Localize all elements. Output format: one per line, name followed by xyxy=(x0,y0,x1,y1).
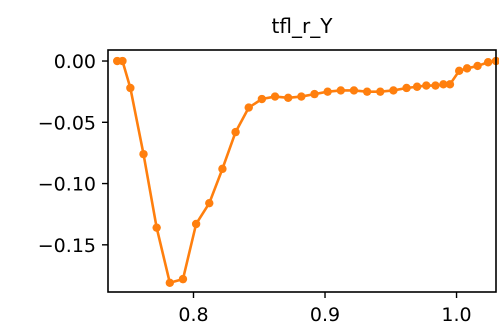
y-axis: 0.00 −0.05 −0.10 −0.15 xyxy=(38,51,108,257)
x-tick-label: 0.8 xyxy=(178,304,208,326)
x-tick-label: 0.9 xyxy=(310,304,340,326)
y-tick-label: −0.10 xyxy=(38,174,96,196)
chart-title: tfl_r_Y xyxy=(272,14,334,38)
data-point xyxy=(362,87,372,96)
data-point xyxy=(257,94,267,104)
series-line xyxy=(117,59,497,285)
data-point xyxy=(422,81,431,90)
data-point xyxy=(323,87,332,96)
data-point xyxy=(439,80,448,89)
data-point xyxy=(231,127,240,137)
data-point xyxy=(389,86,398,95)
y-tick-label: −0.15 xyxy=(38,235,96,257)
y-tick-label: 0.00 xyxy=(54,51,96,73)
x-tick-label: 1.0 xyxy=(441,304,471,326)
data-point xyxy=(310,89,319,99)
y-tick-label: −0.05 xyxy=(38,112,96,134)
data-point xyxy=(165,278,175,288)
data-point xyxy=(205,198,214,208)
data-point xyxy=(244,103,253,112)
x-axis: 0.8 0.9 1.0 xyxy=(178,292,472,326)
data-point xyxy=(283,93,293,102)
data-point xyxy=(349,86,359,95)
data-point xyxy=(126,83,135,93)
data-point xyxy=(118,56,127,66)
data-point xyxy=(270,92,280,101)
plot-frame xyxy=(107,49,497,293)
data-point xyxy=(336,86,345,95)
data-point xyxy=(297,92,306,101)
data-point xyxy=(178,274,188,284)
data-point xyxy=(483,58,493,67)
data-point xyxy=(191,219,201,229)
data-point xyxy=(139,149,148,159)
data-point xyxy=(218,164,227,174)
data-point xyxy=(473,61,482,71)
data-point xyxy=(431,81,440,90)
data-point xyxy=(402,83,411,93)
data-point xyxy=(376,87,385,96)
data-point xyxy=(462,64,472,73)
plot-area xyxy=(113,56,499,288)
data-point xyxy=(454,66,464,76)
data-point xyxy=(152,223,161,232)
data-point xyxy=(412,82,422,91)
data-point xyxy=(445,80,455,89)
